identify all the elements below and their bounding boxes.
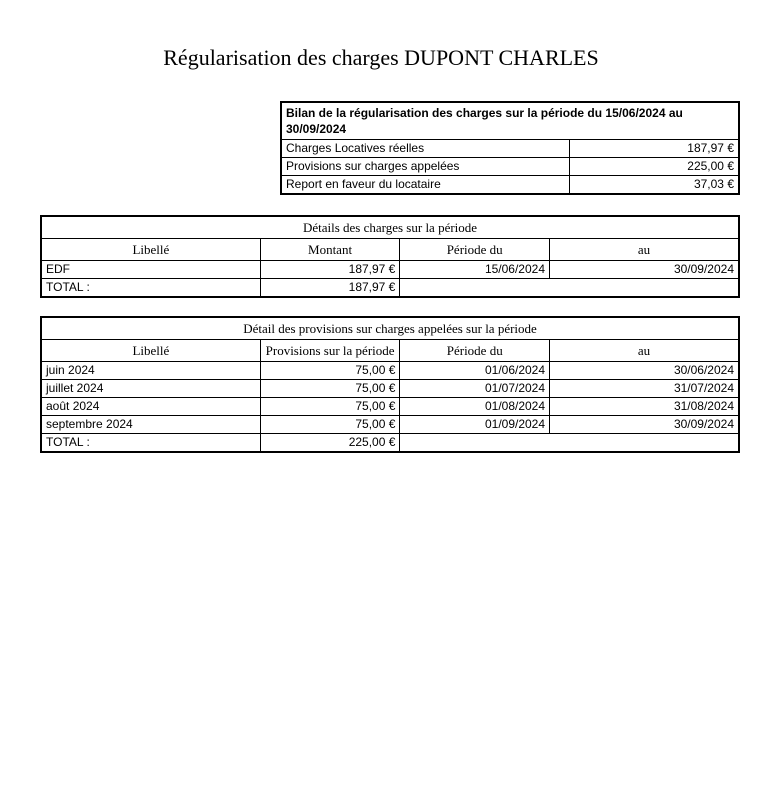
provisions-total-label: TOTAL : xyxy=(41,434,260,453)
col-header-au: au xyxy=(550,340,739,362)
provisions-header-row: Libellé Provisions sur la période Périod… xyxy=(41,340,739,362)
bilan-label: Provisions sur charges appelées xyxy=(281,158,570,176)
bilan-value: 187,97 € xyxy=(570,140,739,158)
provisions-table: Détail des provisions sur charges appelé… xyxy=(40,316,740,453)
col-header-libelle: Libellé xyxy=(41,340,260,362)
col-header-libelle: Libellé xyxy=(41,239,260,261)
bilan-row: Provisions sur charges appelées 225,00 € xyxy=(281,158,739,176)
col-header-montant: Montant xyxy=(260,239,400,261)
charges-table: Détails des charges sur la période Libel… xyxy=(40,215,740,298)
bilan-label: Charges Locatives réelles xyxy=(281,140,570,158)
provisions-periode: 01/06/2024 xyxy=(400,362,550,380)
charges-row: EDF 187,97 € 15/06/2024 30/09/2024 xyxy=(41,261,739,279)
provisions-libelle: juillet 2024 xyxy=(41,380,260,398)
provisions-row: septembre 2024 75,00 € 01/09/2024 30/09/… xyxy=(41,416,739,434)
provisions-montant: 75,00 € xyxy=(260,416,400,434)
provisions-total-row: TOTAL : 225,00 € xyxy=(41,434,739,453)
provisions-periode: 01/08/2024 xyxy=(400,398,550,416)
charges-total-row: TOTAL : 187,97 € xyxy=(41,279,739,298)
provisions-row: juin 2024 75,00 € 01/06/2024 30/06/2024 xyxy=(41,362,739,380)
charges-montant: 187,97 € xyxy=(260,261,400,279)
provisions-montant: 75,00 € xyxy=(260,398,400,416)
provisions-total-value: 225,00 € xyxy=(260,434,400,453)
charges-periode: 15/06/2024 xyxy=(400,261,550,279)
provisions-montant: 75,00 € xyxy=(260,380,400,398)
provisions-au: 30/09/2024 xyxy=(550,416,739,434)
charges-libelle: EDF xyxy=(41,261,260,279)
provisions-au: 30/06/2024 xyxy=(550,362,739,380)
charges-au: 30/09/2024 xyxy=(550,261,740,279)
bilan-label: Report en faveur du locataire xyxy=(281,176,570,195)
provisions-title: Détail des provisions sur charges appelé… xyxy=(41,317,739,340)
col-header-periode: Période du xyxy=(400,239,550,261)
provisions-row: août 2024 75,00 € 01/08/2024 31/08/2024 xyxy=(41,398,739,416)
bilan-value: 37,03 € xyxy=(570,176,739,195)
provisions-row: juillet 2024 75,00 € 01/07/2024 31/07/20… xyxy=(41,380,739,398)
provisions-libelle: juin 2024 xyxy=(41,362,260,380)
provisions-periode: 01/09/2024 xyxy=(400,416,550,434)
col-header-au: au xyxy=(550,239,740,261)
provisions-au: 31/07/2024 xyxy=(550,380,739,398)
col-header-montant: Provisions sur la période xyxy=(260,340,400,362)
provisions-au: 31/08/2024 xyxy=(550,398,739,416)
col-header-periode: Période du xyxy=(400,340,550,362)
charges-header-row: Libellé Montant Période du au xyxy=(41,239,739,261)
page-title: Régularisation des charges DUPONT CHARLE… xyxy=(40,45,722,71)
bilan-header: Bilan de la régularisation des charges s… xyxy=(281,102,739,140)
charges-title: Détails des charges sur la période xyxy=(41,216,739,239)
bilan-table: Bilan de la régularisation des charges s… xyxy=(280,101,740,195)
bilan-row: Charges Locatives réelles 187,97 € xyxy=(281,140,739,158)
provisions-periode: 01/07/2024 xyxy=(400,380,550,398)
provisions-montant: 75,00 € xyxy=(260,362,400,380)
provisions-libelle: septembre 2024 xyxy=(41,416,260,434)
provisions-libelle: août 2024 xyxy=(41,398,260,416)
charges-total-value: 187,97 € xyxy=(260,279,400,298)
charges-total-label: TOTAL : xyxy=(41,279,260,298)
bilan-row: Report en faveur du locataire 37,03 € xyxy=(281,176,739,195)
bilan-value: 225,00 € xyxy=(570,158,739,176)
